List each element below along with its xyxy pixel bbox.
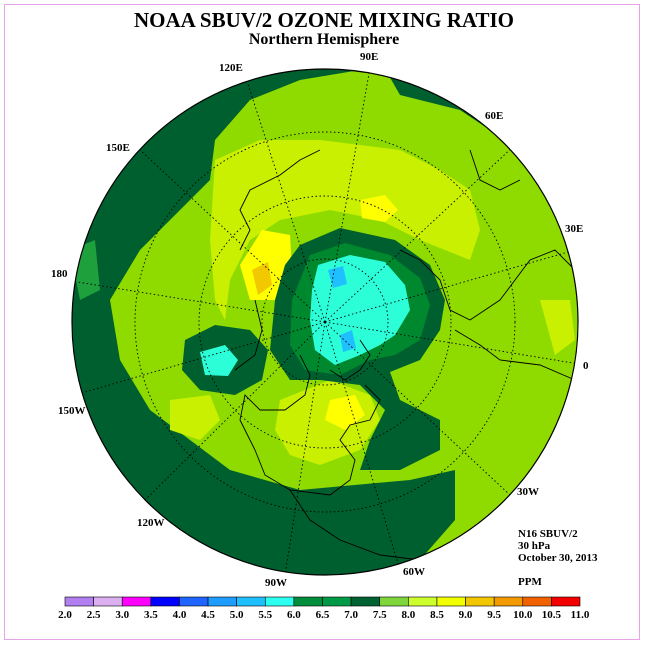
colorbar-tick-label: 9.0: [459, 609, 473, 621]
colorbar-tick-label: 9.5: [487, 609, 501, 621]
colorbar-tick-label: 3.5: [144, 609, 158, 621]
colorbar-tick-label: 7.0: [344, 609, 358, 621]
lon-label-120w: 120W: [137, 517, 165, 529]
ozone-field: [72, 69, 578, 575]
colorbar-tick-label: 8.0: [401, 609, 415, 621]
lon-label-180: 180: [51, 268, 68, 280]
field-5-0-core-b: [340, 330, 356, 352]
colorbar: 2.0 2.5 3.0 3.5 4.0 4.5 5.0 5.5 6.0 6.5 7.0 7.5 8.0 8…: [58, 596, 590, 621]
colorbar-swatch: [322, 596, 352, 607]
colorbar-tick-label: 5.0: [230, 609, 244, 621]
lon-label-150e: 150E: [106, 142, 130, 154]
colorbar-swatch: [522, 596, 552, 607]
lon-label-60w: 60W: [403, 566, 425, 578]
field-8-0-c: [170, 395, 220, 440]
colorbar-swatch: [293, 596, 323, 607]
lon-label-60e: 60E: [485, 110, 504, 122]
colorbar-swatch: [236, 596, 266, 607]
lon-label-90e: 90E: [360, 51, 379, 63]
colorbar-tick-label: 6.0: [287, 609, 301, 621]
colorbar-tick-label: 6.5: [316, 609, 330, 621]
colorbar-tick-label: 3.0: [115, 609, 129, 621]
colorbar-tick-label: 2.0: [58, 609, 72, 621]
colorbar-swatch: [207, 596, 237, 607]
colorbar-swatch: [465, 596, 495, 607]
instrument-label: N16 SBUV/2: [518, 528, 578, 540]
colorbar-swatch: [121, 596, 152, 607]
colorbar-swatch: [350, 596, 381, 607]
field-8-5-c: [325, 395, 365, 430]
colorbar-swatch: [264, 596, 295, 607]
colorbar-tick-label: 11.0: [571, 609, 590, 621]
lon-label-90w: 90W: [265, 577, 287, 589]
chart-title: NOAA SBUV/2 OZONE MIXING RATIO: [134, 8, 514, 32]
lon-label-0: 0: [583, 360, 589, 372]
colorbar-tick-label: 4.0: [173, 609, 187, 621]
pressure-level-label: 30 hPa: [518, 540, 551, 552]
colorbar-swatch: [379, 596, 409, 607]
colorbar-tick-label: 7.5: [373, 609, 387, 621]
lon-label-30w: 30W: [517, 486, 539, 498]
graticule: [72, 69, 578, 575]
lon-label-30e: 30E: [565, 223, 584, 235]
colorbar-swatch: [436, 596, 466, 607]
field-5-0-core-a: [328, 266, 347, 288]
colorbar-tick-label: 8.5: [430, 609, 444, 621]
colorbar-tick-label: 4.5: [201, 609, 215, 621]
colorbar-tick-label: 10.5: [542, 609, 562, 621]
colorbar-swatch: [150, 596, 180, 607]
map-boundary: [71, 68, 579, 576]
colorbar-tick-label: 2.5: [87, 609, 101, 621]
lon-label-120e: 120E: [219, 62, 243, 74]
lon-label-150w: 150W: [58, 405, 86, 417]
units-label: PPM: [518, 576, 542, 588]
field-5-5-aleut: [200, 345, 238, 376]
colorbar-swatch: [493, 596, 524, 607]
colorbar-tick-label: 5.5: [258, 609, 272, 621]
colorbar-swatch: [93, 596, 123, 607]
figure-frame: [4, 4, 640, 640]
colorbar-swatch: [64, 596, 94, 607]
colorbar-swatch: [408, 596, 438, 607]
field-9-0-a: [252, 262, 272, 295]
chart-subtitle: Northern Hemisphere: [248, 31, 400, 48]
field-7-0-outer: [72, 69, 578, 575]
field-8-0-d: [540, 300, 575, 355]
colorbar-tick-label: 10.0: [513, 609, 533, 621]
date-label: October 30, 2013: [518, 552, 598, 564]
colorbar-swatch: [179, 596, 209, 607]
coastlines: [234, 149, 576, 561]
field-8-0-a: [210, 140, 480, 320]
colorbar-swatch: [551, 596, 581, 607]
